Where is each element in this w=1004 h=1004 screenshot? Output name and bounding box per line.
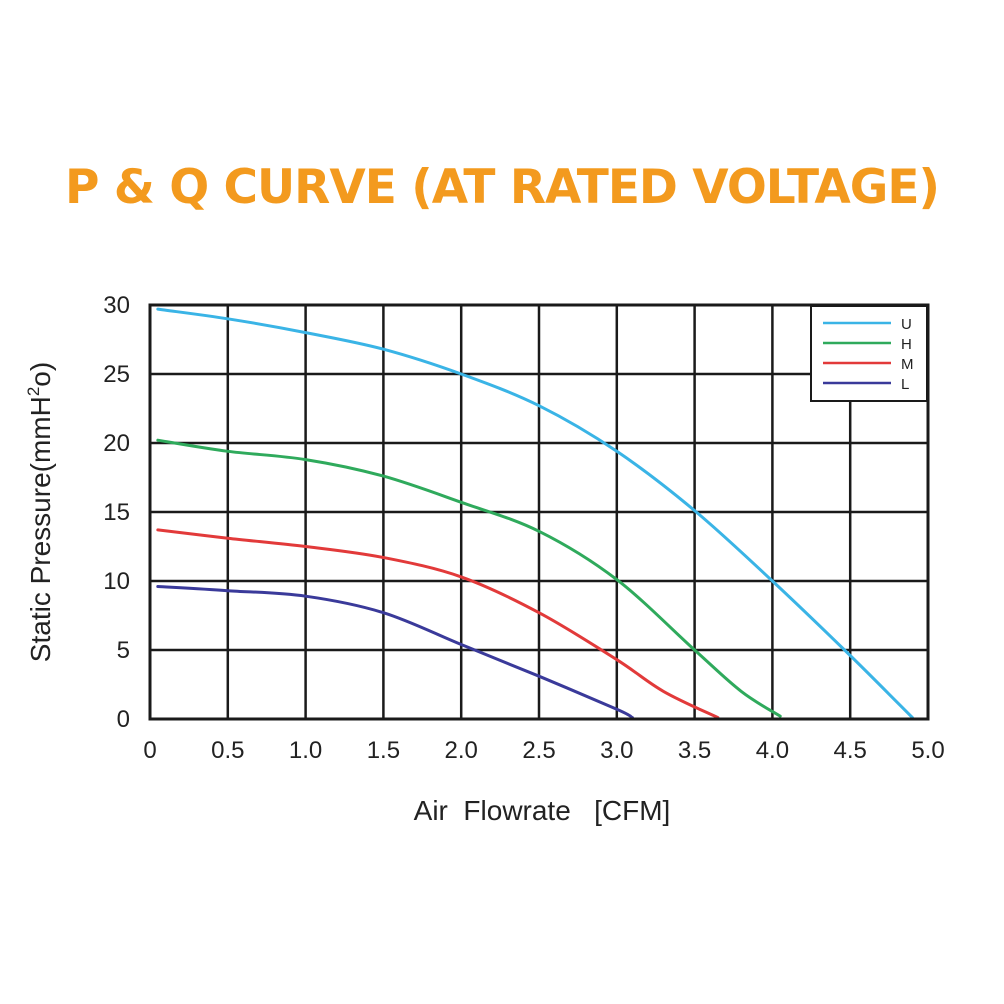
x-tick-label: 3.5 [678, 737, 711, 764]
x-tick-label: 0.5 [211, 737, 244, 764]
legend-label-H: H [901, 336, 912, 353]
legend-label-U: U [901, 316, 912, 333]
x-tick-label: 5.0 [911, 737, 944, 764]
x-tick-label: 4.5 [834, 737, 867, 764]
x-tick-label: 4.0 [756, 737, 789, 764]
y-tick-label: 5 [117, 637, 130, 664]
y-tick-labels: 0 5 10 15 20 25 30 [103, 292, 130, 733]
x-tick-label: 2.5 [522, 737, 555, 764]
x-tick-label: 0 [143, 737, 156, 764]
x-tick-labels: 0 0.5 1.0 1.5 2.0 2.5 3.0 3.5 4.0 4.5 5.0 [143, 737, 944, 764]
y-axis-label-superscript: 2 [24, 387, 43, 396]
series-line-H [156, 438, 782, 718]
x-tick-label: 1.0 [289, 737, 322, 764]
y-tick-label: 20 [103, 430, 130, 457]
y-axis-label: Static Pressure(mmH2o) [24, 362, 56, 662]
y-tick-label: 0 [117, 706, 130, 733]
legend-label-M: M [901, 356, 914, 373]
y-tick-label: 25 [103, 361, 130, 388]
x-tick-label: 1.5 [367, 737, 400, 764]
series-line-M [156, 528, 720, 720]
y-tick-label: 10 [103, 568, 130, 595]
y-tick-label: 30 [103, 292, 130, 319]
x-tick-label: 2.0 [445, 737, 478, 764]
series-lines [156, 307, 914, 720]
x-tick-label: 3.0 [600, 737, 633, 764]
legend-label-L: L [901, 376, 909, 393]
chart-title: P & Q CURVE (AT RATED VOLTAGE) [65, 160, 940, 215]
y-axis-label-main: Static Pressure(mmH [25, 396, 56, 662]
x-axis-label: Air Flowrate [CFM] [414, 795, 671, 826]
series-line-L [156, 585, 634, 720]
plot-frame [148, 303, 930, 721]
series-line-U [156, 307, 914, 720]
y-axis-label-end: o) [25, 362, 56, 387]
y-tick-label: 15 [103, 499, 130, 526]
